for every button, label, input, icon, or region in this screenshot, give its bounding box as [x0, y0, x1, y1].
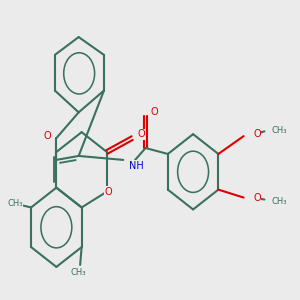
Text: NH: NH — [129, 161, 143, 171]
Text: O: O — [151, 107, 158, 117]
Text: O: O — [105, 187, 112, 196]
Text: CH₃: CH₃ — [7, 199, 22, 208]
Text: CH₃: CH₃ — [272, 126, 287, 135]
Text: CH₃: CH₃ — [71, 268, 86, 278]
Text: O: O — [253, 129, 261, 139]
Text: O: O — [43, 131, 51, 141]
Text: O: O — [253, 193, 261, 202]
Text: CH₃: CH₃ — [272, 197, 287, 206]
Text: O: O — [137, 129, 145, 139]
